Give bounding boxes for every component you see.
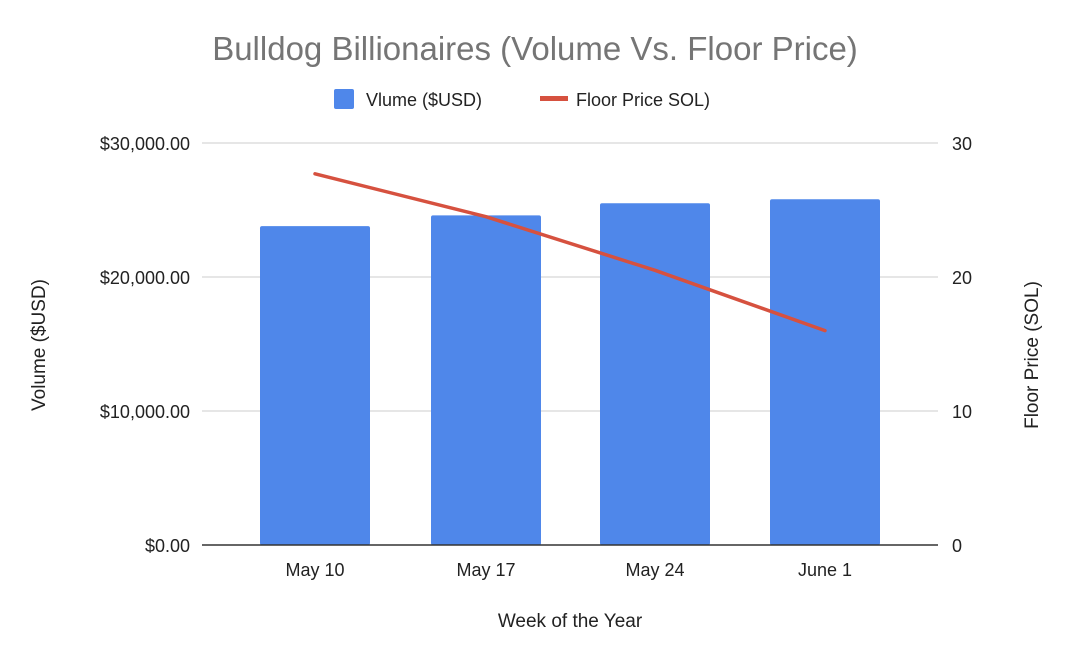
y-axis-right-ticks: 0 10 20 30 <box>952 134 972 556</box>
bar-may-17 <box>431 215 541 546</box>
line-series <box>313 172 827 333</box>
legend: Vlume ($USD) Floor Price SOL) <box>334 89 710 110</box>
y2-tick-label: 20 <box>952 268 972 288</box>
legend-swatch-floor-price <box>540 96 568 101</box>
bar-may-24 <box>600 203 710 546</box>
x-tick-label: May 24 <box>625 560 684 580</box>
y-tick-label: $20,000.00 <box>100 268 190 288</box>
y-axis-left-title: Volume ($USD) <box>29 279 50 411</box>
x-tick-label: May 17 <box>456 560 515 580</box>
y-tick-label: $30,000.00 <box>100 134 190 154</box>
y2-tick-label: 0 <box>952 536 962 556</box>
bar-may-10 <box>260 226 370 545</box>
legend-label-volume: Vlume ($USD) <box>366 90 482 110</box>
y-tick-label: $10,000.00 <box>100 402 190 422</box>
y2-tick-label: 30 <box>952 134 972 154</box>
x-axis-title: Week of the Year <box>498 611 643 632</box>
bar-june-1 <box>770 199 880 545</box>
floor-price-line <box>313 172 827 333</box>
y-axis-right-title: Floor Price (SOL) <box>1022 281 1043 429</box>
y-tick-label: $0.00 <box>145 536 190 556</box>
x-tick-label: June 1 <box>798 560 852 580</box>
y-axis-left-ticks: $0.00 $10,000.00 $20,000.00 $30,000.00 <box>100 134 190 556</box>
legend-label-floor-price: Floor Price SOL) <box>576 90 710 110</box>
x-tick-label: May 10 <box>285 560 344 580</box>
chart-title: Bulldog Billionaires (Volume Vs. Floor P… <box>212 30 858 67</box>
legend-swatch-volume <box>334 89 354 109</box>
y2-tick-label: 10 <box>952 402 972 422</box>
bar-series <box>260 199 880 546</box>
x-axis-ticks: May 10 May 17 May 24 June 1 <box>285 560 852 580</box>
